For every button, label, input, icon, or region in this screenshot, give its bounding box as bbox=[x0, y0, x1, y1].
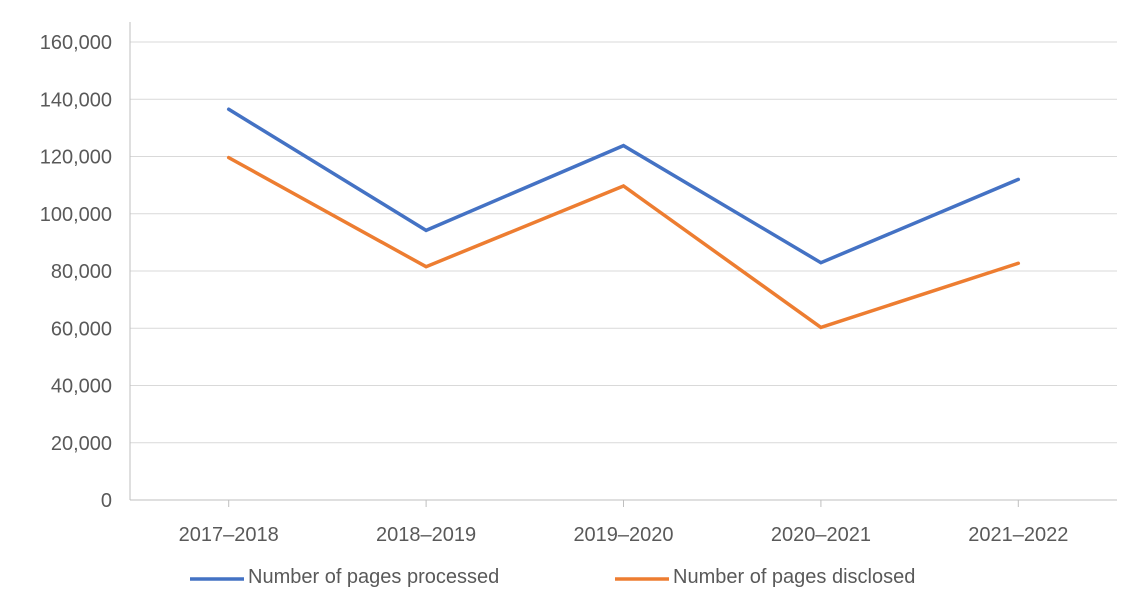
legend-label: Number of pages disclosed bbox=[673, 566, 915, 588]
x-axis-tick-labels: 2017–2018 2018–2019 2019–2020 2020–2021 2021… bbox=[179, 524, 1069, 546]
y-tick-label: 0 bbox=[101, 490, 112, 512]
y-axis-tick-labels: 0 20,000 40,000 60,000 80,000 100,000 120,000 1… bbox=[40, 32, 112, 512]
x-tick-label: 2019–2020 bbox=[573, 524, 673, 546]
series-lines bbox=[229, 109, 1019, 327]
x-tick-label: 2017–2018 bbox=[179, 524, 279, 546]
y-tick-label: 20,000 bbox=[51, 433, 112, 455]
y-tick-label: 60,000 bbox=[51, 318, 112, 340]
y-tick-label: 160,000 bbox=[40, 32, 112, 54]
y-tick-label: 100,000 bbox=[40, 204, 112, 226]
x-tick-label: 2020–2021 bbox=[771, 524, 871, 546]
x-tick-label: 2018–2019 bbox=[376, 524, 476, 546]
x-tick-label: 2021–2022 bbox=[968, 524, 1068, 546]
y-tick-label: 120,000 bbox=[40, 147, 112, 169]
legend: Number of pages processed Number of pages… bbox=[190, 566, 915, 588]
gridlines bbox=[130, 42, 1117, 443]
legend-label: Number of pages processed bbox=[248, 566, 499, 588]
y-tick-label: 140,000 bbox=[40, 89, 112, 111]
y-tick-label: 40,000 bbox=[51, 376, 112, 398]
y-tick-label: 80,000 bbox=[51, 261, 112, 283]
axes bbox=[130, 22, 1117, 507]
